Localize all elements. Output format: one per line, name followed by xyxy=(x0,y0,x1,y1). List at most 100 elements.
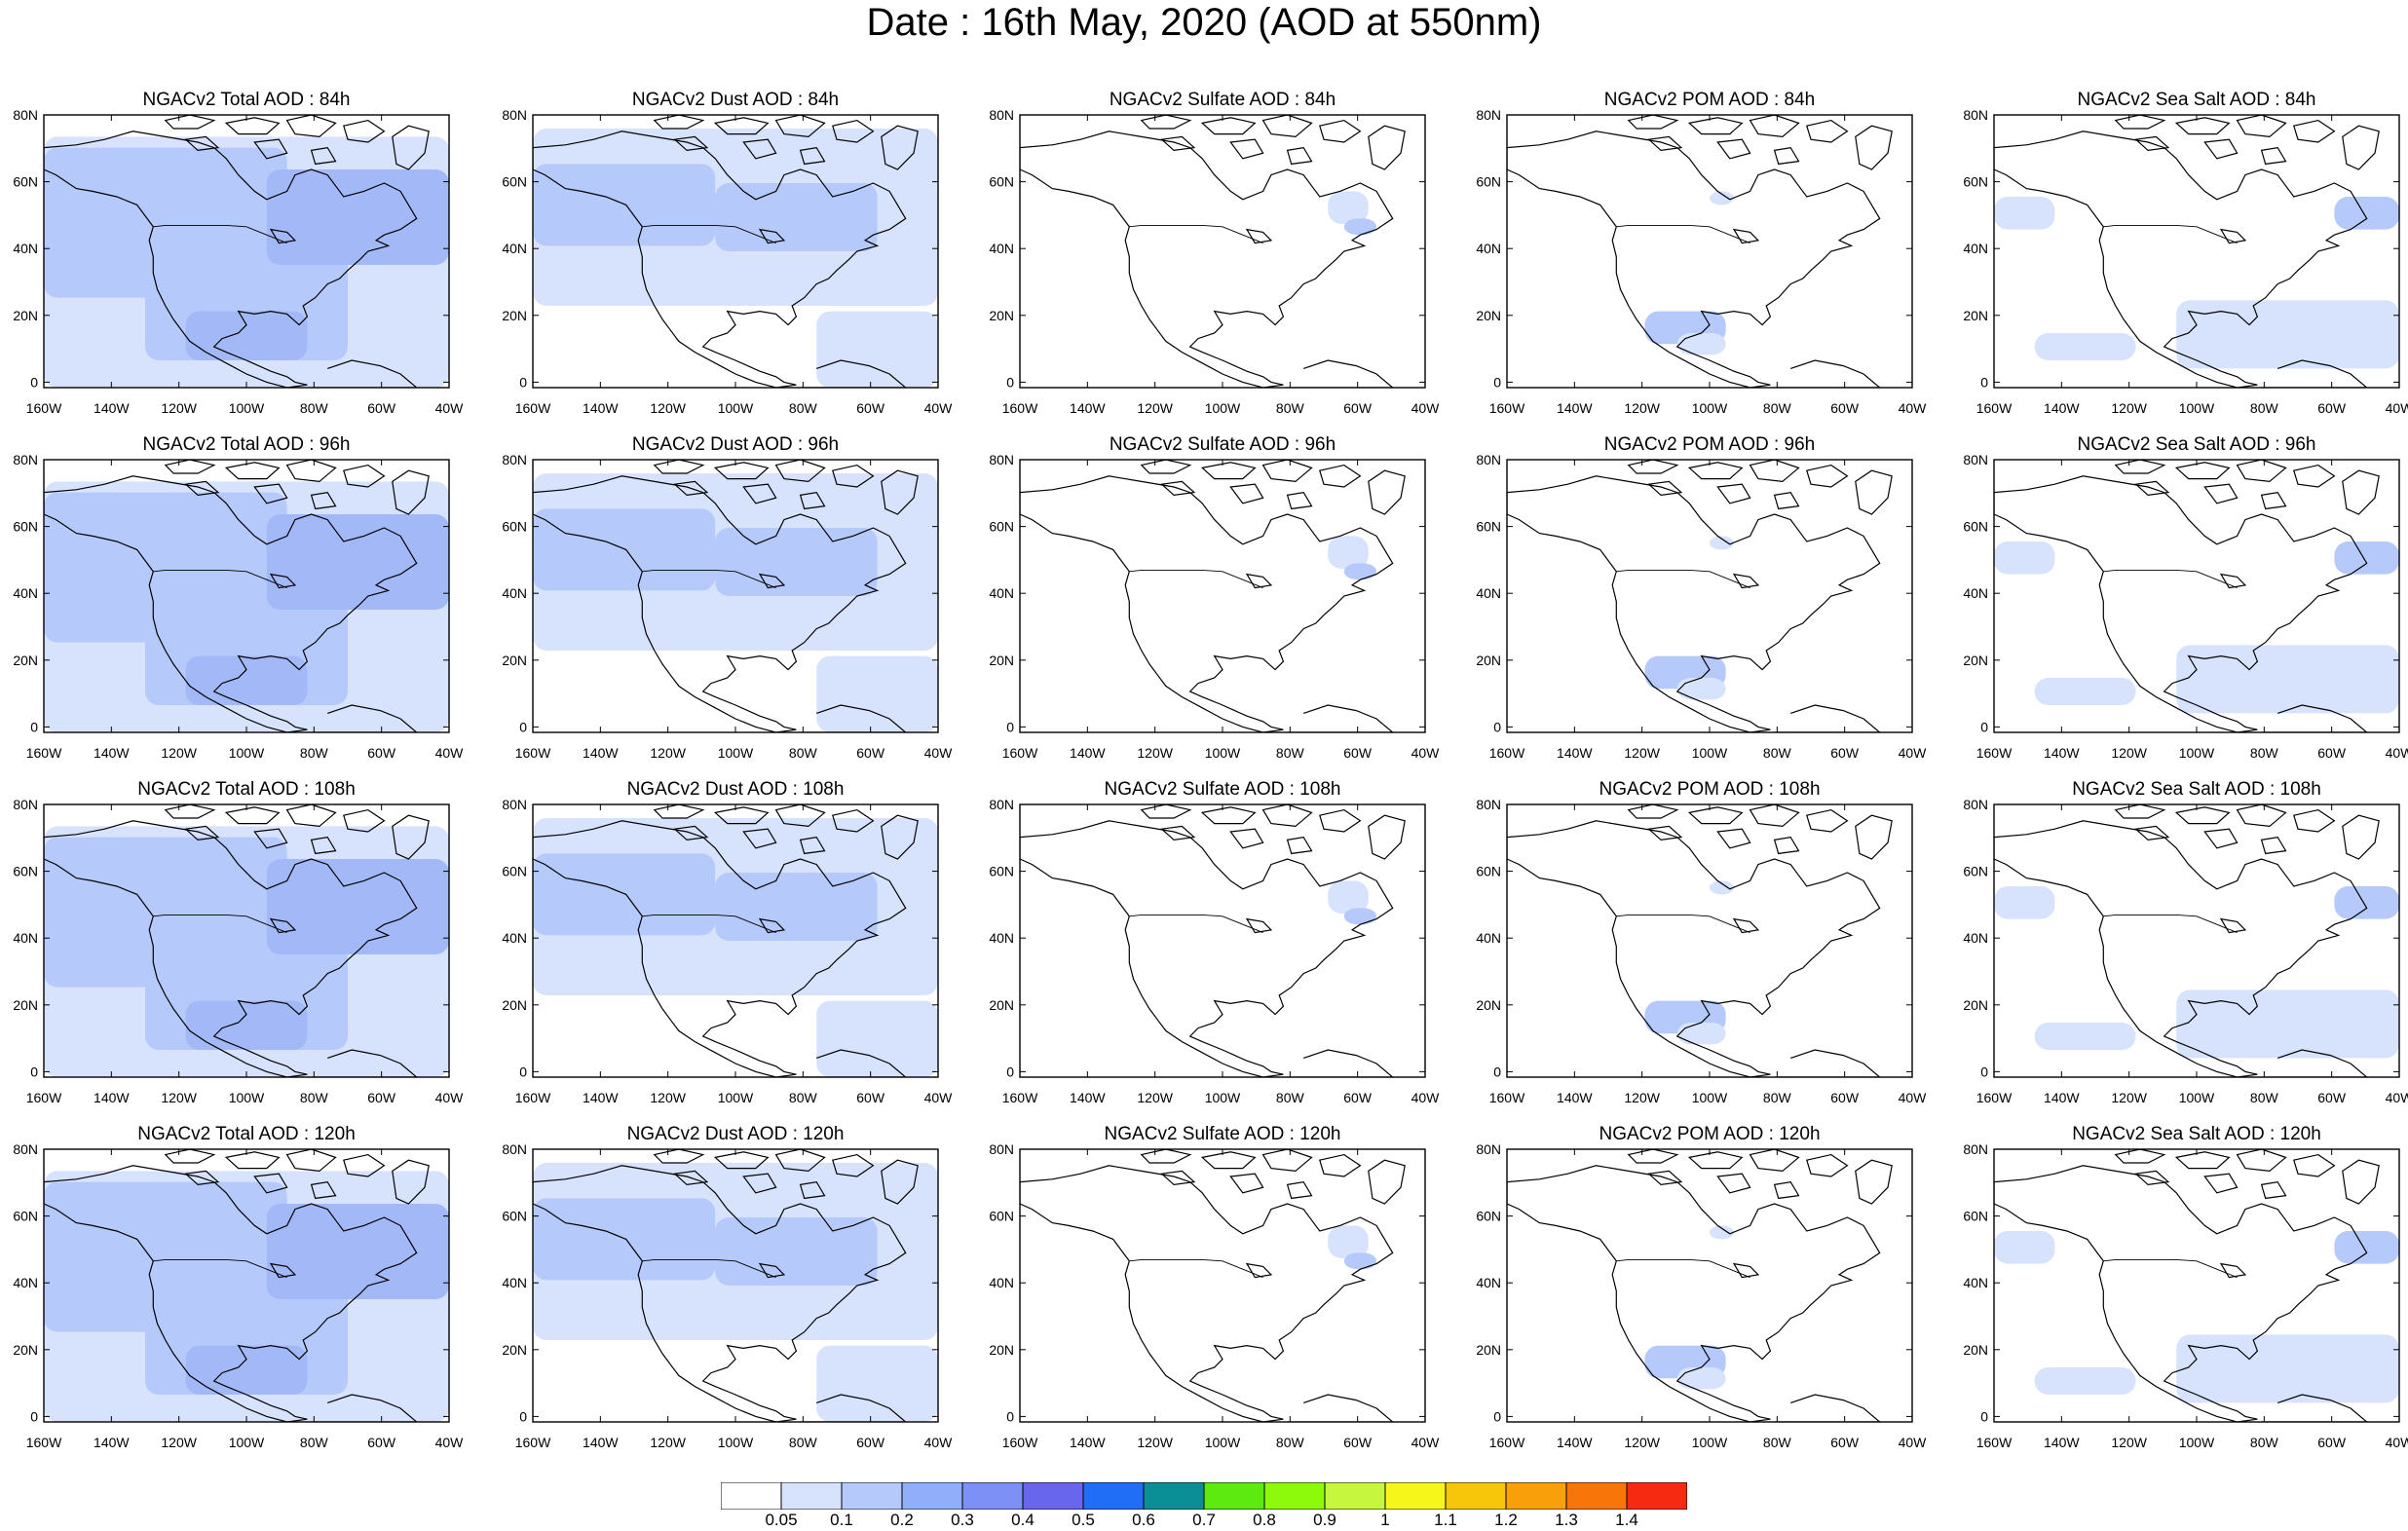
lat-label: 20N xyxy=(989,1342,1014,1358)
arctic-island xyxy=(1261,1149,1313,1173)
aod-patch xyxy=(1710,536,1734,550)
north-america-outline xyxy=(533,820,907,1077)
lat-label: 40N xyxy=(13,585,38,601)
aod-field xyxy=(533,473,938,732)
lat-label: 60N xyxy=(502,174,527,190)
lon-label: 40W xyxy=(1899,1090,1928,1105)
lat-label: 0 xyxy=(1493,1408,1501,1424)
lon-label: 120W xyxy=(1624,1435,1660,1450)
lon-label: 160W xyxy=(1002,1435,1038,1450)
panel-title: NGACv2 Total AOD : 84h xyxy=(142,90,351,110)
lon-label: 60W xyxy=(1830,1435,1860,1450)
aod-field xyxy=(1328,536,1377,580)
arctic-island xyxy=(2236,115,2287,138)
lon-label: 140W xyxy=(1070,1435,1106,1450)
arctic-island xyxy=(1140,804,1192,819)
south-america-outline xyxy=(800,1049,907,1077)
arctic-island xyxy=(164,115,216,130)
lat-label: 80N xyxy=(13,1141,38,1157)
aod-patch xyxy=(185,311,308,360)
north-america-outline xyxy=(1507,475,1881,732)
lat-label: 80N xyxy=(13,797,38,812)
arctic-island xyxy=(2203,138,2239,160)
arctic-island xyxy=(1806,119,1849,143)
lon-label: 100W xyxy=(1692,1090,1728,1105)
arctic-island xyxy=(1627,460,1679,474)
aod-patch xyxy=(1994,886,2055,919)
arctic-island xyxy=(832,119,875,143)
arctic-island xyxy=(1368,125,1406,170)
arctic-island xyxy=(1160,825,1196,841)
us-canada-border xyxy=(1616,569,1750,589)
us-canada-border xyxy=(153,914,287,934)
map-frame xyxy=(1019,114,1426,389)
lon-label: 40W xyxy=(435,400,465,416)
aod-field xyxy=(44,826,449,1077)
colorbar-label: 1.2 xyxy=(1494,1511,1518,1529)
arctic-island xyxy=(310,491,337,510)
colorbar-box xyxy=(1143,1482,1205,1510)
arctic-island xyxy=(1855,125,1893,170)
aod-patch xyxy=(1343,1252,1377,1270)
arctic-island xyxy=(653,115,705,130)
arctic-island xyxy=(881,1159,919,1205)
lat-label: 0 xyxy=(30,719,38,734)
us-canada-border xyxy=(642,224,776,244)
great-lakes xyxy=(2219,1262,2247,1279)
arctic-island xyxy=(2293,464,2336,488)
arctic-island xyxy=(1229,828,1264,849)
us-canada-border xyxy=(1616,1258,1750,1279)
us-canada-border xyxy=(1129,569,1263,589)
arctic-island xyxy=(832,464,875,488)
arctic-island xyxy=(774,115,826,138)
lat-label: 60N xyxy=(1476,519,1501,535)
lon-label: 100W xyxy=(1205,1090,1241,1105)
colorbar-box xyxy=(1082,1482,1145,1510)
aod-map: 80N 60N 40N 20N 0 160W 140W 120W 100W 80W 60W 40W xyxy=(502,107,953,416)
us-canada-border xyxy=(2103,224,2238,244)
lat-label: 0 xyxy=(1980,374,1988,390)
lon-label: 120W xyxy=(650,1435,686,1450)
lon-label: 40W xyxy=(2386,400,2408,416)
arctic-island xyxy=(1806,1153,1849,1177)
lon-label: 160W xyxy=(26,400,62,416)
arctic-island xyxy=(742,483,777,504)
arctic-island xyxy=(2260,836,2287,855)
arctic-island xyxy=(774,804,826,828)
arctic-island xyxy=(1140,115,1192,130)
lon-label: 40W xyxy=(435,745,465,761)
map-frame xyxy=(1019,459,1426,733)
lat-label: 20N xyxy=(1476,1342,1501,1358)
south-america-outline xyxy=(311,1049,418,1077)
aod-map: 80N 60N 40N 20N 0 160W 140W 120W 100W 80W 60W 40W xyxy=(989,797,1440,1105)
arctic-island xyxy=(164,460,216,474)
great-lakes xyxy=(1732,228,1760,244)
lon-label: 60W xyxy=(1343,745,1373,761)
coastlines xyxy=(44,460,430,732)
lon-label: 140W xyxy=(94,400,130,416)
arctic-island xyxy=(1319,1153,1362,1177)
aod-patch xyxy=(2034,1023,2136,1050)
aod-field xyxy=(533,818,938,1077)
arctic-island xyxy=(1261,804,1313,828)
great-lakes xyxy=(2219,573,2247,589)
lon-label: 160W xyxy=(1976,400,2013,416)
lat-label: 0 xyxy=(519,1408,527,1424)
arctic-island xyxy=(392,1159,430,1205)
lon-label: 40W xyxy=(1411,745,1441,761)
arctic-island xyxy=(1160,1170,1196,1186)
lat-label: 80N xyxy=(502,107,527,123)
colorbar-box xyxy=(1324,1482,1386,1510)
lon-label: 120W xyxy=(161,745,197,761)
south-america-outline xyxy=(311,359,418,388)
lon-label: 40W xyxy=(1899,1435,1928,1450)
lon-label: 40W xyxy=(2386,1090,2408,1105)
arctic-island xyxy=(742,138,777,160)
lon-label: 120W xyxy=(1137,745,1173,761)
great-lakes xyxy=(2219,228,2247,244)
us-canada-border xyxy=(153,1258,287,1279)
panel-title: NGACv2 Dust AOD : 96h xyxy=(631,434,840,455)
aod-field xyxy=(1644,1225,1734,1390)
aod-patch xyxy=(816,1000,938,1077)
arctic-island xyxy=(184,1170,220,1186)
